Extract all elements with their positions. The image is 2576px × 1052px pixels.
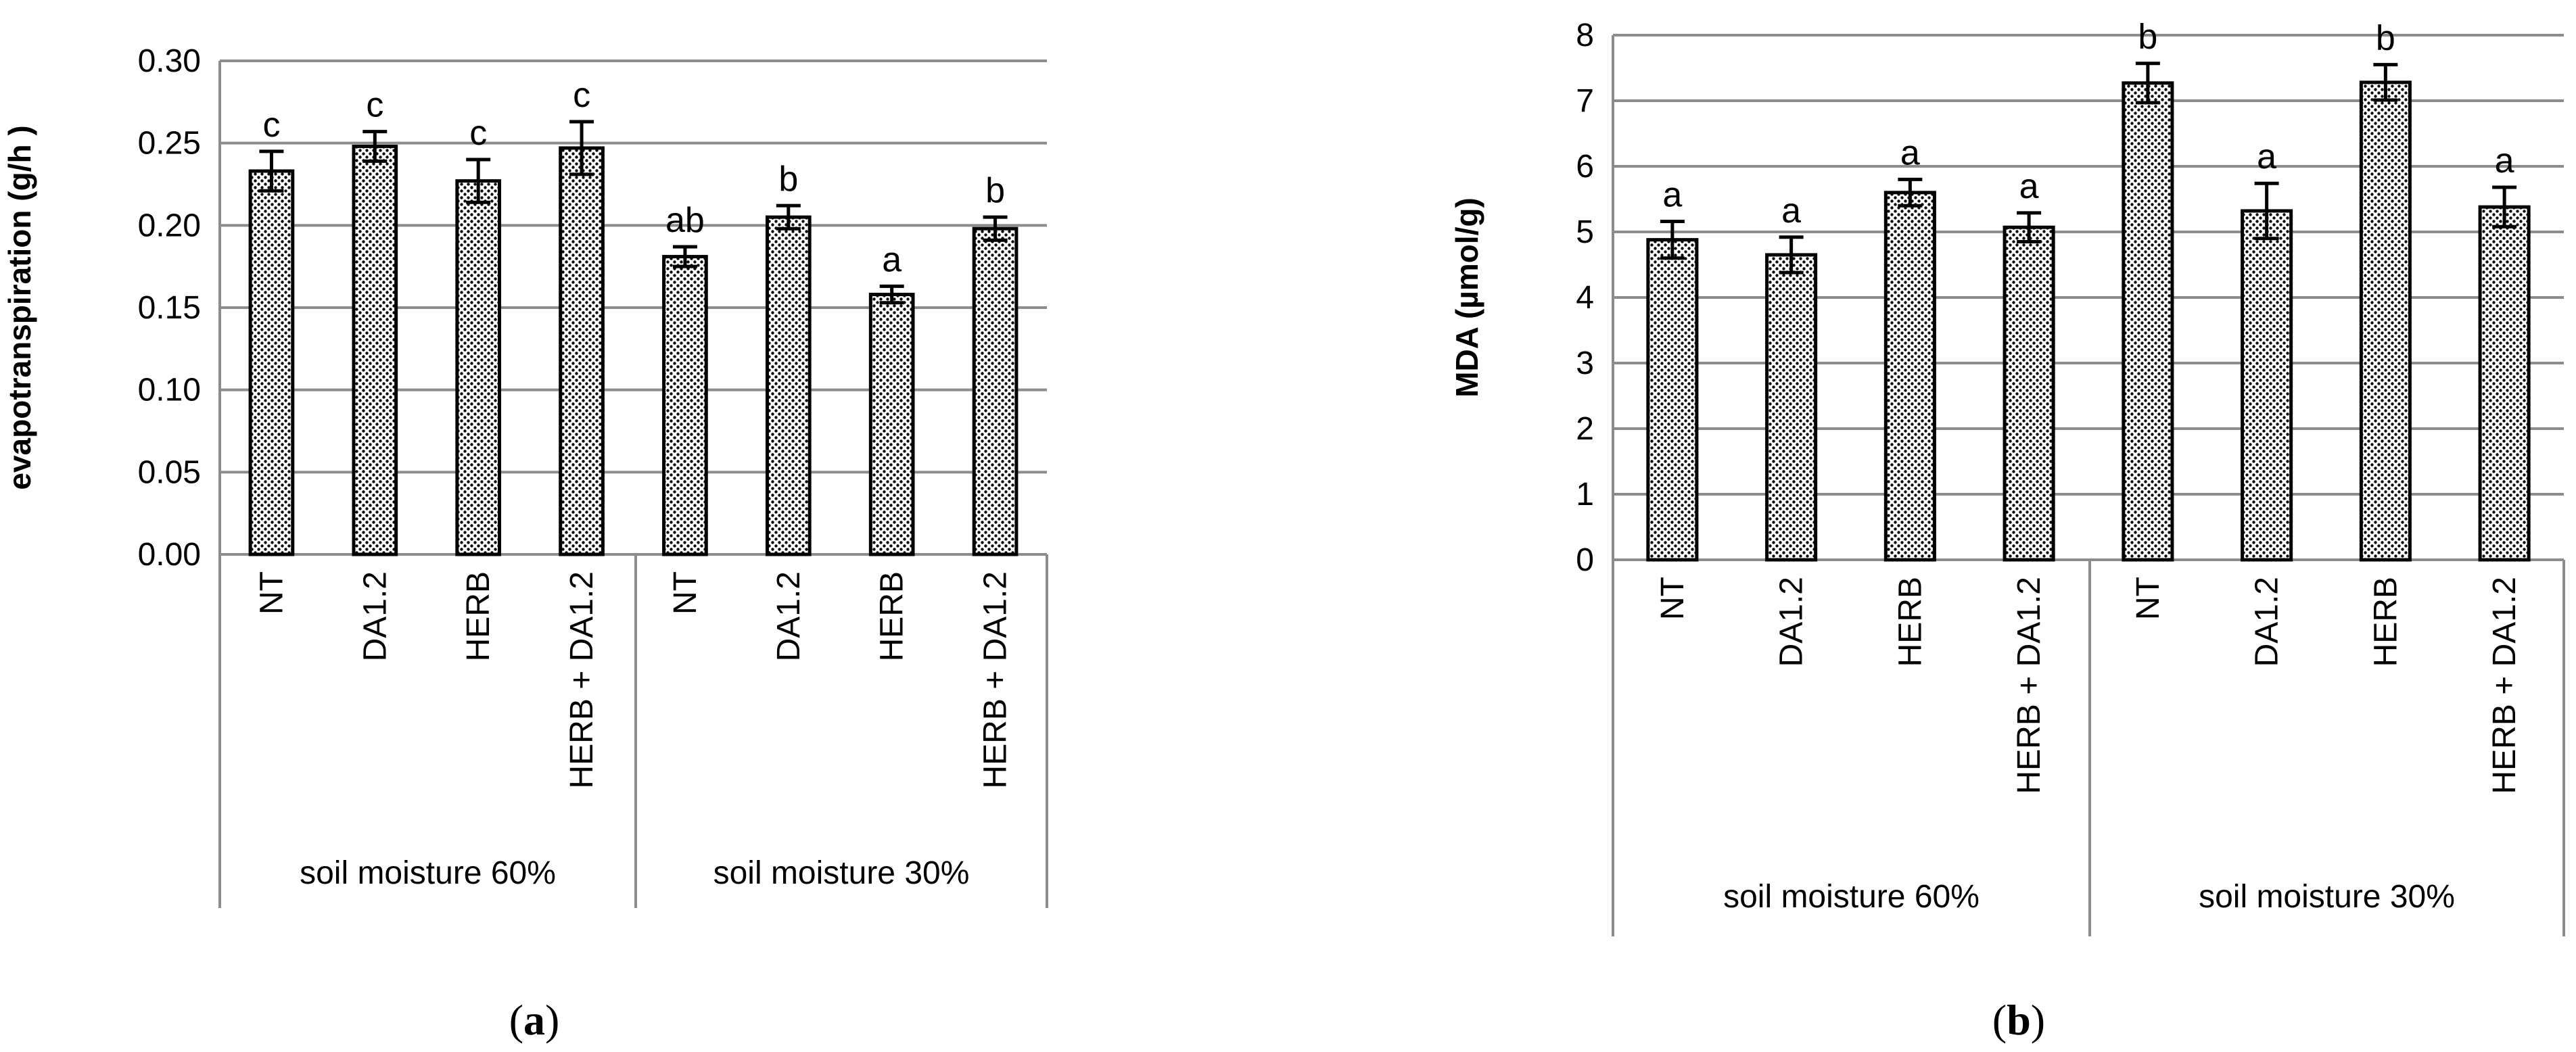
category-label: HERB [2368,577,2404,667]
panel-label: (a) [509,996,560,1044]
bar [2003,225,2055,562]
bar [1646,238,1699,562]
bar [662,255,708,556]
category-label: HERB + DA1.2 [564,571,600,788]
y-tick-label: 0.30 [138,43,201,79]
y-axis-title: MDA (µmol/g) [1449,197,1484,398]
bar [2241,209,2293,562]
bar [765,215,812,556]
y-tick-label: 0.15 [138,290,201,326]
category-label: HERB + DA1.2 [978,571,1014,788]
y-tick-label: 0.05 [138,454,201,490]
significance-letter: a [1900,133,1920,172]
category-label: HERB + DA1.2 [2487,577,2523,794]
panel-letter: a [523,996,545,1044]
category-label: DA1.2 [2249,577,2285,667]
bar [1883,191,1936,562]
group-label: soil moisture 30% [2199,879,2455,915]
chart-mda: 0 1 2 3 4 5 6 7 8 a NT a DA1.2 a HERB a HERB + DA1.2 b NT a… [1449,18,2565,1044]
y-tick-label: 5 [1576,214,1594,250]
bar [559,146,605,556]
bar [972,226,1018,556]
bar [352,145,398,556]
category-label: DA1.2 [1774,577,1810,667]
y-tick-label: 4 [1576,280,1594,316]
significance-letter: a [1781,191,1801,231]
significance-letter: c [262,105,280,145]
y-tick-label: 0.00 [138,537,201,573]
group-label: soil moisture 60% [300,855,556,891]
panel-label: (b) [1992,996,2045,1044]
y-tick-label: 0 [1576,542,1594,578]
y-tick-label: 3 [1576,345,1594,381]
category-label: NT [668,571,703,615]
bar [455,179,502,556]
category-label: HERB [1892,577,1928,667]
chart-evapotranspiration: 0.00 0.05 0.10 0.15 0.20 0.25 0.30 c NT c DA1.2 c HE… [2,43,1048,1044]
y-tick-label: 7 [1576,83,1594,119]
y-tick-label: 8 [1576,18,1594,53]
significance-letter: b [778,160,798,199]
category-label: DA1.2 [357,571,393,661]
panel-letter: b [2007,996,2031,1044]
y-tick-label: 1 [1576,477,1594,512]
significance-letter: c [573,76,590,115]
y-tick-label: 2 [1576,411,1594,447]
significance-letter: a [882,240,901,279]
category-label: NT [254,571,289,615]
significance-letter: c [366,86,383,125]
category-label: NT [1655,577,1691,620]
bar [2359,80,2412,562]
y-tick-label: 0.25 [138,126,201,162]
group-label: soil moisture 60% [1723,879,1980,915]
significance-letter: b [2138,18,2157,57]
significance-letter: b [2376,19,2395,58]
y-axis-title: evapotranspiration (g/h ) [2,125,37,489]
y-tick-label: 6 [1576,149,1594,185]
significance-letter: a [2495,141,2514,181]
significance-letter: a [2019,167,2039,206]
significance-letter: a [2257,137,2276,176]
bar [1765,253,1818,562]
category-label: HERB [874,571,910,661]
bar [868,293,915,556]
y-tick-label: 0.10 [138,373,201,408]
y-tick-label: 0.20 [138,208,201,243]
bar [248,169,295,556]
category-label: NT [2130,577,2166,620]
category-label: DA1.2 [771,571,807,661]
bar [2122,81,2174,562]
significance-letter: c [469,114,487,153]
significance-letter: a [1662,175,1682,214]
significance-letter: b [985,171,1005,210]
group-label: soil moisture 30% [713,855,970,891]
significance-letter: ab [665,201,705,240]
category-label: HERB [461,571,496,661]
bar [2478,205,2531,562]
category-label: HERB + DA1.2 [2011,577,2047,794]
